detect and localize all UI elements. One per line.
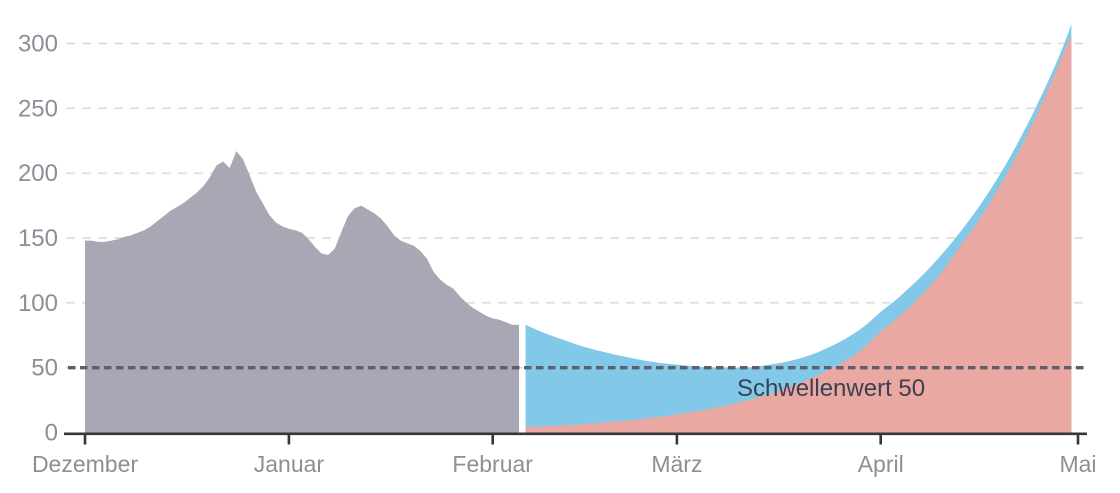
y-axis-label-200: 200 xyxy=(18,160,58,187)
axis-layer xyxy=(64,432,1087,445)
y-axis-label-100: 100 xyxy=(18,290,58,317)
x-axis-label-Mai: Mai xyxy=(1059,451,1096,477)
threshold-label: Schwellenwert 50 xyxy=(737,375,925,402)
y-axis-label-150: 150 xyxy=(18,225,58,252)
area-scenario-red xyxy=(525,35,1072,433)
x-axis-label-Januar: Januar xyxy=(254,451,325,477)
x-axis-label-März: März xyxy=(651,451,702,477)
area-history-gray xyxy=(85,151,519,433)
y-axis-label-50: 50 xyxy=(31,355,58,382)
y-axis-label-0: 0 xyxy=(45,420,58,447)
y-axis-label-250: 250 xyxy=(18,95,58,122)
x-axis-label-Februar: Februar xyxy=(452,451,533,477)
x-axis-label-Dezember: Dezember xyxy=(32,451,138,477)
y-axis-label-300: 300 xyxy=(18,31,58,58)
axis-labels-layer: 0 50 100 150 200 250 300 Dezember Januar Februar M… xyxy=(18,31,1097,478)
x-axis-label-April: April xyxy=(858,451,904,477)
area-series-layer xyxy=(85,24,1072,433)
